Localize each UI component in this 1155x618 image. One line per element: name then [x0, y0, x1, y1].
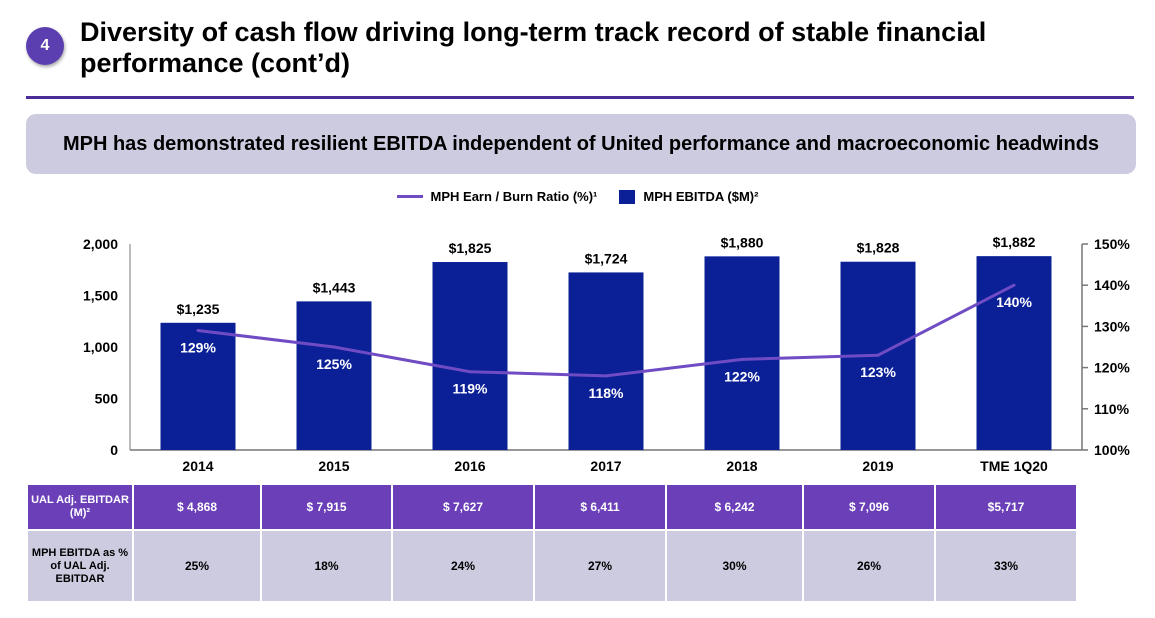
- table-cell: $ 4,868: [134, 485, 260, 529]
- bar-value-label: $1,880: [721, 234, 764, 250]
- line-value-label: 125%: [316, 356, 352, 372]
- row-header-ual-ebitdar: UAL Adj. EBITDAR (M)²: [28, 485, 132, 529]
- bar-value-label: $1,235: [177, 301, 220, 317]
- legend-line-label: MPH Earn / Burn Ratio (%)¹: [430, 189, 598, 204]
- x-tick-label: 2014: [182, 458, 213, 474]
- x-tick-label: 2019: [862, 458, 893, 474]
- slide-title: Diversity of cash flow driving long-term…: [80, 17, 987, 78]
- line-point: [196, 329, 200, 333]
- y2-tick-label: 110%: [1094, 401, 1130, 417]
- table-cell: $ 7,627: [393, 485, 533, 529]
- table-cell: 25%: [134, 531, 260, 601]
- table-cell: 24%: [393, 531, 533, 601]
- x-tick-label: 2015: [318, 458, 349, 474]
- table-row-mph-share: MPH EBITDA as % of UAL Adj. EBITDAR 25% …: [28, 531, 1076, 601]
- line-point: [876, 353, 880, 357]
- table-cell: $ 7,915: [262, 485, 391, 529]
- x-tick-label: TME 1Q20: [980, 458, 1048, 474]
- combo-chart: 2,000 1,500 1,000 500 0 150% 140% 130% 120% 110% 1…: [83, 234, 1130, 474]
- x-tick-label: 2016: [454, 458, 485, 474]
- line-point: [740, 357, 744, 361]
- table-cell: 33%: [936, 531, 1076, 601]
- y-tick-label: 2,000: [83, 236, 118, 252]
- y-tick-label: 1,500: [83, 288, 118, 304]
- bar: [160, 322, 236, 450]
- bar: [704, 256, 780, 450]
- bar: [568, 272, 644, 450]
- line-point: [604, 374, 608, 378]
- table-cell: 27%: [535, 531, 665, 601]
- bar-value-label: $1,443: [313, 279, 356, 295]
- bar: [432, 262, 508, 450]
- line-value-label: 119%: [452, 381, 488, 397]
- x-tick-label: 2018: [726, 458, 757, 474]
- line-value-label: 122%: [724, 368, 760, 384]
- y-tick-label: 1,000: [83, 339, 118, 355]
- line-value-label: 129%: [180, 340, 216, 356]
- row-header-mph-share: MPH EBITDA as % of UAL Adj. EBITDAR: [28, 531, 132, 601]
- y2-tick-label: 140%: [1094, 277, 1130, 293]
- line-point: [332, 345, 336, 349]
- y2-tick-label: 150%: [1094, 236, 1130, 252]
- legend-bar-label: MPH EBITDA ($M)²: [643, 189, 759, 204]
- table-cell: $ 6,242: [667, 485, 802, 529]
- section-number-badge: 4: [26, 27, 64, 65]
- y-tick-label: 500: [95, 391, 119, 407]
- x-tick-label: 2017: [590, 458, 621, 474]
- key-message-callout: MPH has demonstrated resilient EBITDA in…: [26, 114, 1136, 174]
- title-divider: [26, 96, 1134, 99]
- table-cell: $5,717: [936, 485, 1076, 529]
- table-cell: 26%: [804, 531, 934, 601]
- bar-value-label: $1,828: [857, 240, 900, 256]
- legend-bar-swatch: [619, 189, 636, 204]
- line-value-label: 123%: [860, 364, 896, 380]
- chart-legend: MPH Earn / Burn Ratio (%)¹ MPH EBITDA ($…: [0, 189, 1155, 204]
- table-cell: 30%: [667, 531, 802, 601]
- line-point: [1012, 283, 1016, 287]
- table-cell: $ 6,411: [535, 485, 665, 529]
- legend-line-swatch: [396, 195, 423, 198]
- y2-tick-label: 120%: [1094, 360, 1130, 376]
- line-value-label: 118%: [588, 385, 624, 401]
- line-value-label: 140%: [996, 294, 1032, 310]
- bar: [976, 256, 1052, 450]
- table-cell: $ 7,096: [804, 485, 934, 529]
- bar-value-label: $1,882: [993, 234, 1036, 250]
- bar-value-label: $1,724: [585, 250, 628, 266]
- table-cell: 18%: [262, 531, 391, 601]
- y2-tick-label: 130%: [1094, 318, 1130, 334]
- line-point: [468, 370, 472, 374]
- data-table: UAL Adj. EBITDAR (M)² $ 4,868 $ 7,915 $ …: [26, 483, 1078, 603]
- y-tick-label: 0: [110, 442, 118, 458]
- bar-value-label: $1,825: [449, 240, 492, 256]
- y2-tick-label: 100%: [1094, 442, 1130, 458]
- table-row-ual-ebitdar: UAL Adj. EBITDAR (M)² $ 4,868 $ 7,915 $ …: [28, 485, 1076, 529]
- bar: [296, 301, 372, 450]
